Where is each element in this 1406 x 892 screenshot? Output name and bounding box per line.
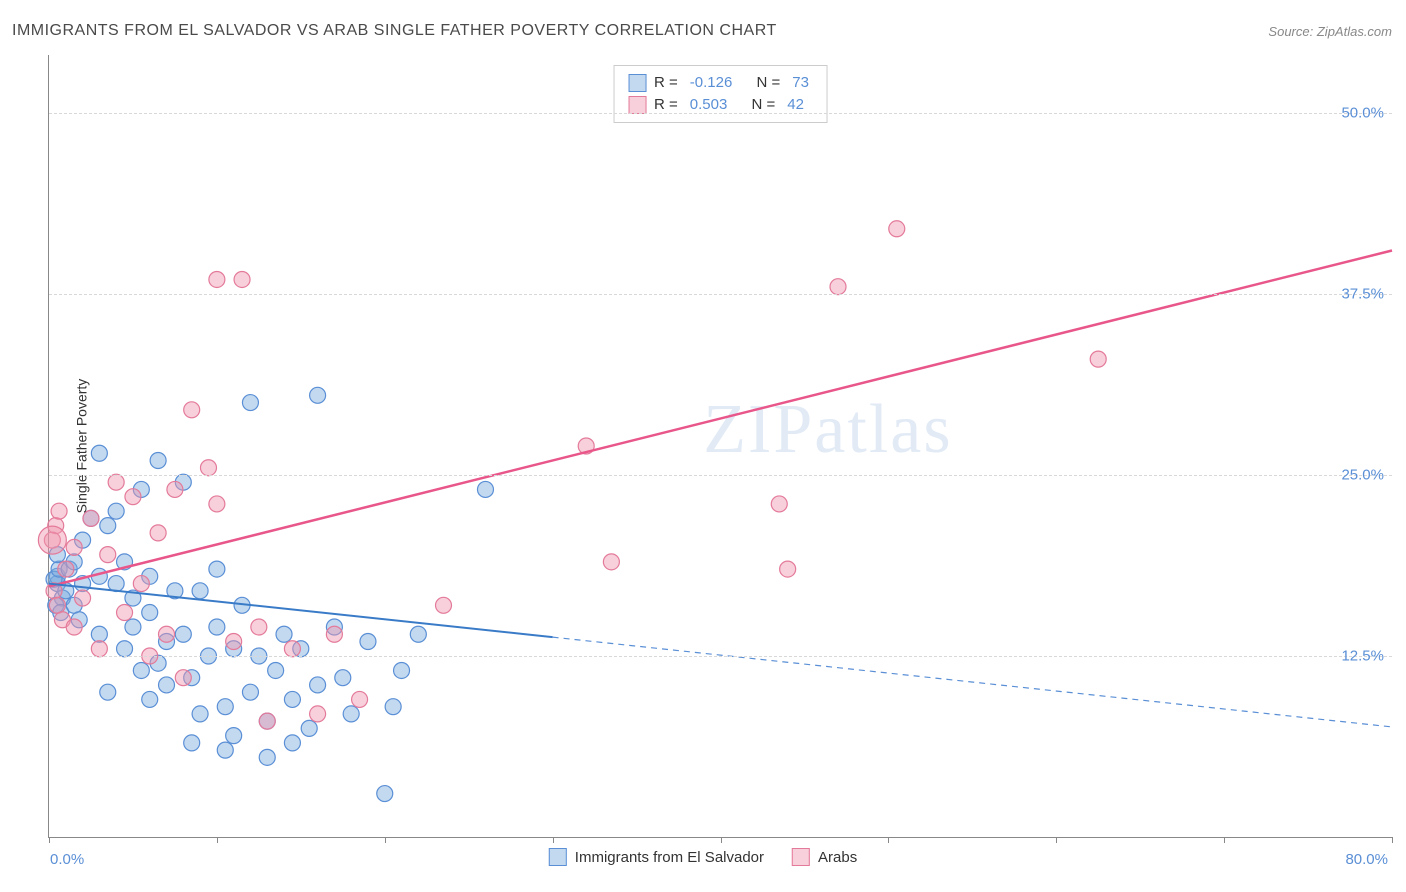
x-tick-label-min: 0.0% [50, 851, 84, 868]
y-tick-label: 25.0% [1341, 466, 1384, 483]
chart-svg [49, 55, 1392, 837]
x-tick-label-max: 80.0% [1345, 851, 1388, 868]
source-value: ZipAtlas.com [1317, 24, 1392, 39]
chart-container: IMMIGRANTS FROM EL SALVADOR VS ARAB SING… [0, 0, 1406, 892]
correlation-legend: R = -0.126 N = 73 R = 0.503 N = 42 [613, 65, 828, 123]
bottom-legend-item-0: Immigrants from El Salvador [549, 848, 764, 866]
bottom-swatch-blue [549, 848, 567, 866]
y-tick-label: 12.5% [1341, 647, 1384, 664]
legend-n-label: N = [757, 72, 781, 94]
bottom-legend: Immigrants from El Salvador Arabs [549, 848, 857, 866]
legend-row-blue: R = -0.126 N = 73 [628, 72, 813, 94]
bottom-legend-item-1: Arabs [792, 848, 857, 866]
source-label: Source: [1268, 24, 1313, 39]
y-tick-label: 37.5% [1341, 285, 1384, 302]
bottom-legend-label-0: Immigrants from El Salvador [575, 849, 764, 866]
legend-n-value-0: 73 [792, 72, 809, 94]
y-tick-label: 50.0% [1341, 104, 1384, 121]
plot-area: ZIPatlas R = -0.126 N = 73 R = 0.503 N =… [48, 55, 1392, 838]
legend-swatch-pink [628, 96, 646, 114]
bottom-legend-label-1: Arabs [818, 849, 857, 866]
source-attribution: Source: ZipAtlas.com [1268, 24, 1392, 39]
legend-r-value-0: -0.126 [690, 72, 733, 94]
legend-r-label: R = [654, 72, 678, 94]
chart-title: IMMIGRANTS FROM EL SALVADOR VS ARAB SING… [12, 22, 777, 40]
legend-swatch-blue [628, 74, 646, 92]
bottom-swatch-pink [792, 848, 810, 866]
